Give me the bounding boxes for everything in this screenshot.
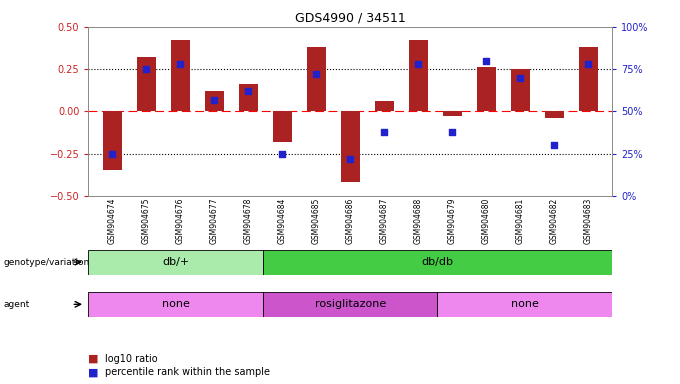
Bar	[263, 250, 612, 275]
Text: GSM904680: GSM904680	[481, 198, 491, 244]
Bar	[545, 111, 564, 118]
Text: GSM904684: GSM904684	[277, 198, 287, 244]
Text: GSM904685: GSM904685	[311, 198, 321, 244]
Bar	[273, 111, 292, 142]
Text: GSM904676: GSM904676	[175, 198, 185, 244]
Text: GSM904686: GSM904686	[345, 198, 355, 244]
Text: genotype/variation: genotype/variation	[3, 258, 90, 266]
Text: GSM904677: GSM904677	[209, 198, 219, 244]
Point	[277, 151, 288, 157]
Bar	[307, 47, 326, 111]
Point	[413, 61, 424, 67]
Bar	[341, 111, 360, 182]
Text: none: none	[162, 299, 190, 310]
Point	[481, 58, 492, 64]
Text: percentile rank within the sample: percentile rank within the sample	[105, 367, 271, 377]
Text: GSM904679: GSM904679	[447, 198, 457, 244]
Bar	[88, 292, 263, 317]
Bar	[88, 250, 263, 275]
Text: none: none	[511, 299, 539, 310]
Text: ■: ■	[88, 367, 99, 377]
Bar	[263, 292, 437, 317]
Text: GSM904683: GSM904683	[583, 198, 593, 244]
Text: GSM904678: GSM904678	[243, 198, 253, 244]
Point	[107, 151, 118, 157]
Text: agent: agent	[3, 300, 30, 309]
Bar	[239, 84, 258, 111]
Point	[175, 61, 186, 67]
Title: GDS4990 / 34511: GDS4990 / 34511	[295, 11, 405, 24]
Text: GSM904675: GSM904675	[141, 198, 151, 244]
Text: ■: ■	[88, 354, 99, 364]
Bar	[205, 91, 224, 111]
Text: GSM904687: GSM904687	[379, 198, 389, 244]
Bar	[103, 111, 122, 170]
Bar	[579, 47, 598, 111]
Text: GSM904681: GSM904681	[515, 198, 525, 244]
Bar	[477, 68, 496, 111]
Text: db/db: db/db	[422, 257, 454, 267]
Bar	[437, 292, 612, 317]
Bar	[409, 40, 428, 111]
Text: log10 ratio: log10 ratio	[105, 354, 158, 364]
Bar	[443, 111, 462, 116]
Point	[141, 66, 152, 72]
Text: GSM904674: GSM904674	[107, 198, 117, 244]
Bar	[171, 40, 190, 111]
Point	[379, 129, 390, 135]
Point	[549, 142, 560, 148]
Text: GSM904688: GSM904688	[413, 198, 423, 244]
Text: rosiglitazone: rosiglitazone	[315, 299, 386, 310]
Point	[243, 88, 254, 94]
Point	[311, 71, 322, 77]
Point	[209, 96, 220, 103]
Point	[515, 74, 526, 81]
Text: GSM904682: GSM904682	[549, 198, 559, 244]
Bar	[137, 57, 156, 111]
Point	[345, 156, 356, 162]
Text: db/+: db/+	[162, 257, 189, 267]
Bar	[375, 101, 394, 111]
Bar	[511, 69, 530, 111]
Point	[447, 129, 458, 135]
Point	[583, 61, 594, 67]
